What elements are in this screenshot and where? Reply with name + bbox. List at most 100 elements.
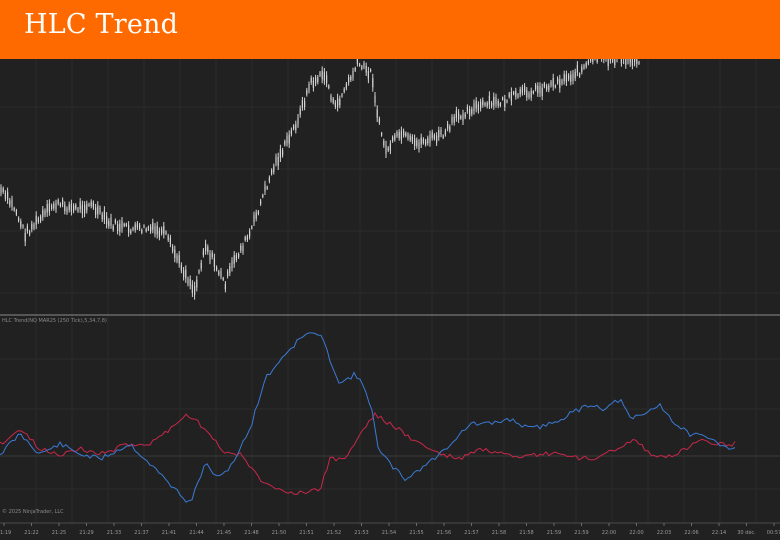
candle-body [455,110,457,118]
candle-body [187,279,189,284]
candle-body [125,223,127,226]
candle-body [319,72,321,76]
candle-body [106,216,108,225]
candle-body [546,85,548,90]
candle-body [350,76,352,81]
candle-body [29,231,31,235]
candle-body [253,215,255,223]
candle-body [266,186,268,189]
candle-body [440,129,442,135]
candle-body [81,205,83,214]
candle-body [607,59,609,67]
candle-body [348,77,350,83]
time-tick-label: 30 déc. [737,529,756,536]
candle-body [554,85,556,88]
candle-body [297,117,299,125]
candle-body [334,102,336,107]
candle-body [257,211,259,214]
candle-body [495,97,497,105]
candle-body [629,59,631,64]
candle-body [4,193,6,199]
candle-body [612,59,614,62]
candle-body [579,73,581,77]
candle-body [304,100,306,108]
candle-body [86,203,88,211]
time-tick-label: 00:57 [767,530,780,536]
candle-body [48,203,50,212]
candle-body [365,66,367,73]
candle-body [535,85,537,90]
candle-body [202,250,204,256]
candle-body [488,95,490,105]
candle-body [70,203,72,212]
candle-body [260,200,262,205]
candle-body [9,200,11,206]
candle-body [398,132,400,138]
candle-body [165,231,167,234]
time-tick-label: 22:06 [684,530,698,536]
candle-body [308,84,310,91]
candle-body [383,140,385,146]
candle-body [290,129,292,135]
candle-body [33,224,35,229]
candle-body [220,270,222,277]
indicator-blue-line [0,332,736,503]
time-tick-label: 22:03 [657,530,671,536]
candle-body [614,59,616,66]
candle-body [268,177,270,182]
candle-body [330,95,332,101]
candle-body [99,207,101,213]
candle-body [506,100,508,103]
candle-body [508,93,510,97]
time-tick-label: 22:00 [602,530,616,536]
candle-body [317,77,319,82]
candle-body [521,87,523,93]
candle-body [145,228,147,232]
candle-body [539,86,541,94]
candle-body [284,141,286,145]
candle-body [196,279,198,288]
candle-body [264,184,266,192]
candle-body [246,236,248,241]
candle-body [46,204,48,213]
chart-area[interactable]: 21:19 21:22 21:25 21:29 21:33 21:37 21:41 21:44… [0,59,780,540]
candle-body [458,112,460,120]
candle-body [68,204,70,210]
candle-body [31,223,33,230]
candle-body [565,74,567,83]
candle-body [449,126,451,131]
candle-body [172,246,174,251]
candle-body [249,231,251,237]
candle-body [79,201,81,210]
candle-body [57,200,59,204]
candle-body [442,135,444,138]
candle-body [112,226,114,230]
candle-body [315,77,317,84]
candle-body [279,149,281,158]
candle-body [22,225,24,228]
candle-body [242,245,244,252]
candle-body [119,223,121,232]
time-tick-label: 21:58 [519,530,533,536]
candle-body [332,98,334,103]
time-axis: 21:19 21:22 21:25 21:29 21:33 21:37 21:41 21:44… [0,523,780,536]
time-tick-label: 21:56 [437,530,451,536]
candle-body [209,253,211,261]
time-tick-label: 21:41 [162,530,176,536]
candle-body [185,269,187,279]
candle-body [66,208,68,213]
candle-body [167,235,169,240]
candle-body [552,78,554,87]
time-tick-label: 21:37 [134,530,148,536]
candle-body [392,137,394,141]
candle-body [51,205,53,209]
candle-body [20,221,22,227]
candle-body [636,59,638,65]
candle-body [198,270,200,273]
candle-body [238,254,240,258]
candle-body [576,64,578,73]
candle-body [180,265,182,271]
candle-body [475,101,477,109]
candle-body [132,227,134,231]
candle-body [543,83,545,87]
